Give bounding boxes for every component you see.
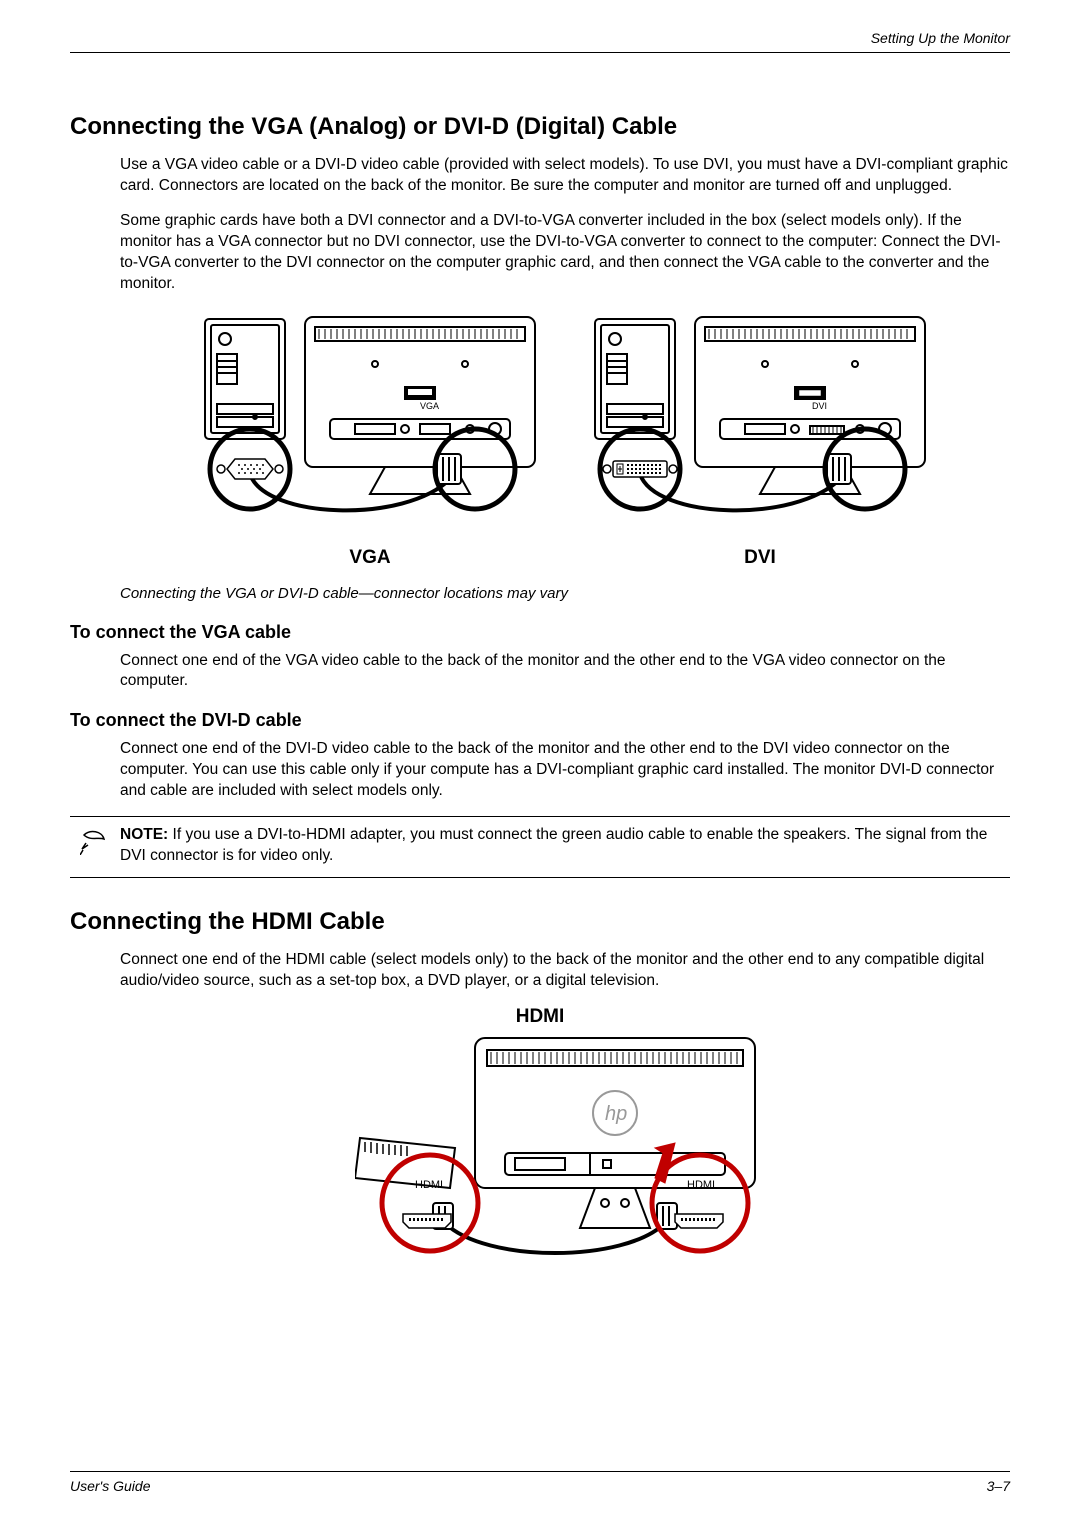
dvi-diagram-svg: DVI [585, 309, 935, 539]
vga-dvi-diagram-row: VGA [70, 309, 1010, 539]
vga-diagram-svg: VGA [195, 309, 545, 539]
section1-para2: Some graphic cards have both a DVI conne… [70, 211, 1010, 295]
dvi-diagram: DVI [585, 309, 935, 539]
note-icon [80, 827, 108, 862]
footer-rule [70, 1471, 1010, 1472]
fig-caption: Connecting the VGA or DVI-D cable—connec… [70, 585, 1010, 602]
dvi-port-label: DVI [812, 401, 827, 411]
section1-para1: Use a VGA video cable or a DVI-D video c… [70, 155, 1010, 197]
sub-vga-title: To connect the VGA cable [70, 622, 1010, 643]
sub-dvi-para: Connect one end of the DVI-D video cable… [70, 739, 1010, 802]
hdmi-port-label-right: HDMI [687, 1179, 715, 1191]
hdmi-port-label-left: HDMI [415, 1179, 443, 1191]
vga-label: VGA [195, 547, 545, 569]
vga-port-label: VGA [420, 401, 439, 411]
dvi-label: DVI [585, 547, 935, 569]
section2-title: Connecting the HDMI Cable [70, 908, 1010, 936]
note-block: NOTE: If you use a DVI-to-HDMI adapter, … [70, 816, 1010, 878]
hp-logo-text: hp [605, 1103, 627, 1125]
footer-right: 3–7 [987, 1478, 1010, 1494]
footer-left: User's Guide [70, 1478, 150, 1494]
section2-para: Connect one end of the HDMI cable (selec… [70, 950, 1010, 992]
header-rule [70, 52, 1010, 53]
diagram-labels-row: VGA DVI [70, 547, 1010, 569]
sub-vga-para: Connect one end of the VGA video cable t… [70, 651, 1010, 693]
hdmi-label: HDMI [70, 1006, 1010, 1028]
page-footer: User's Guide 3–7 [70, 1471, 1010, 1494]
section1-title: Connecting the VGA (Analog) or DVI-D (Di… [70, 113, 1010, 141]
note-text: If you use a DVI-to-HDMI adapter, you mu… [120, 826, 987, 864]
note-label: NOTE: [120, 826, 168, 843]
hdmi-diagram-svg: hp HDMI HDMI [355, 1028, 775, 1278]
sub-dvi-title: To connect the DVI-D cable [70, 710, 1010, 731]
vga-diagram: VGA [195, 309, 545, 539]
hdmi-diagram-wrap: hp HDMI HDMI [70, 1028, 1010, 1278]
running-header: Setting Up the Monitor [70, 30, 1010, 52]
